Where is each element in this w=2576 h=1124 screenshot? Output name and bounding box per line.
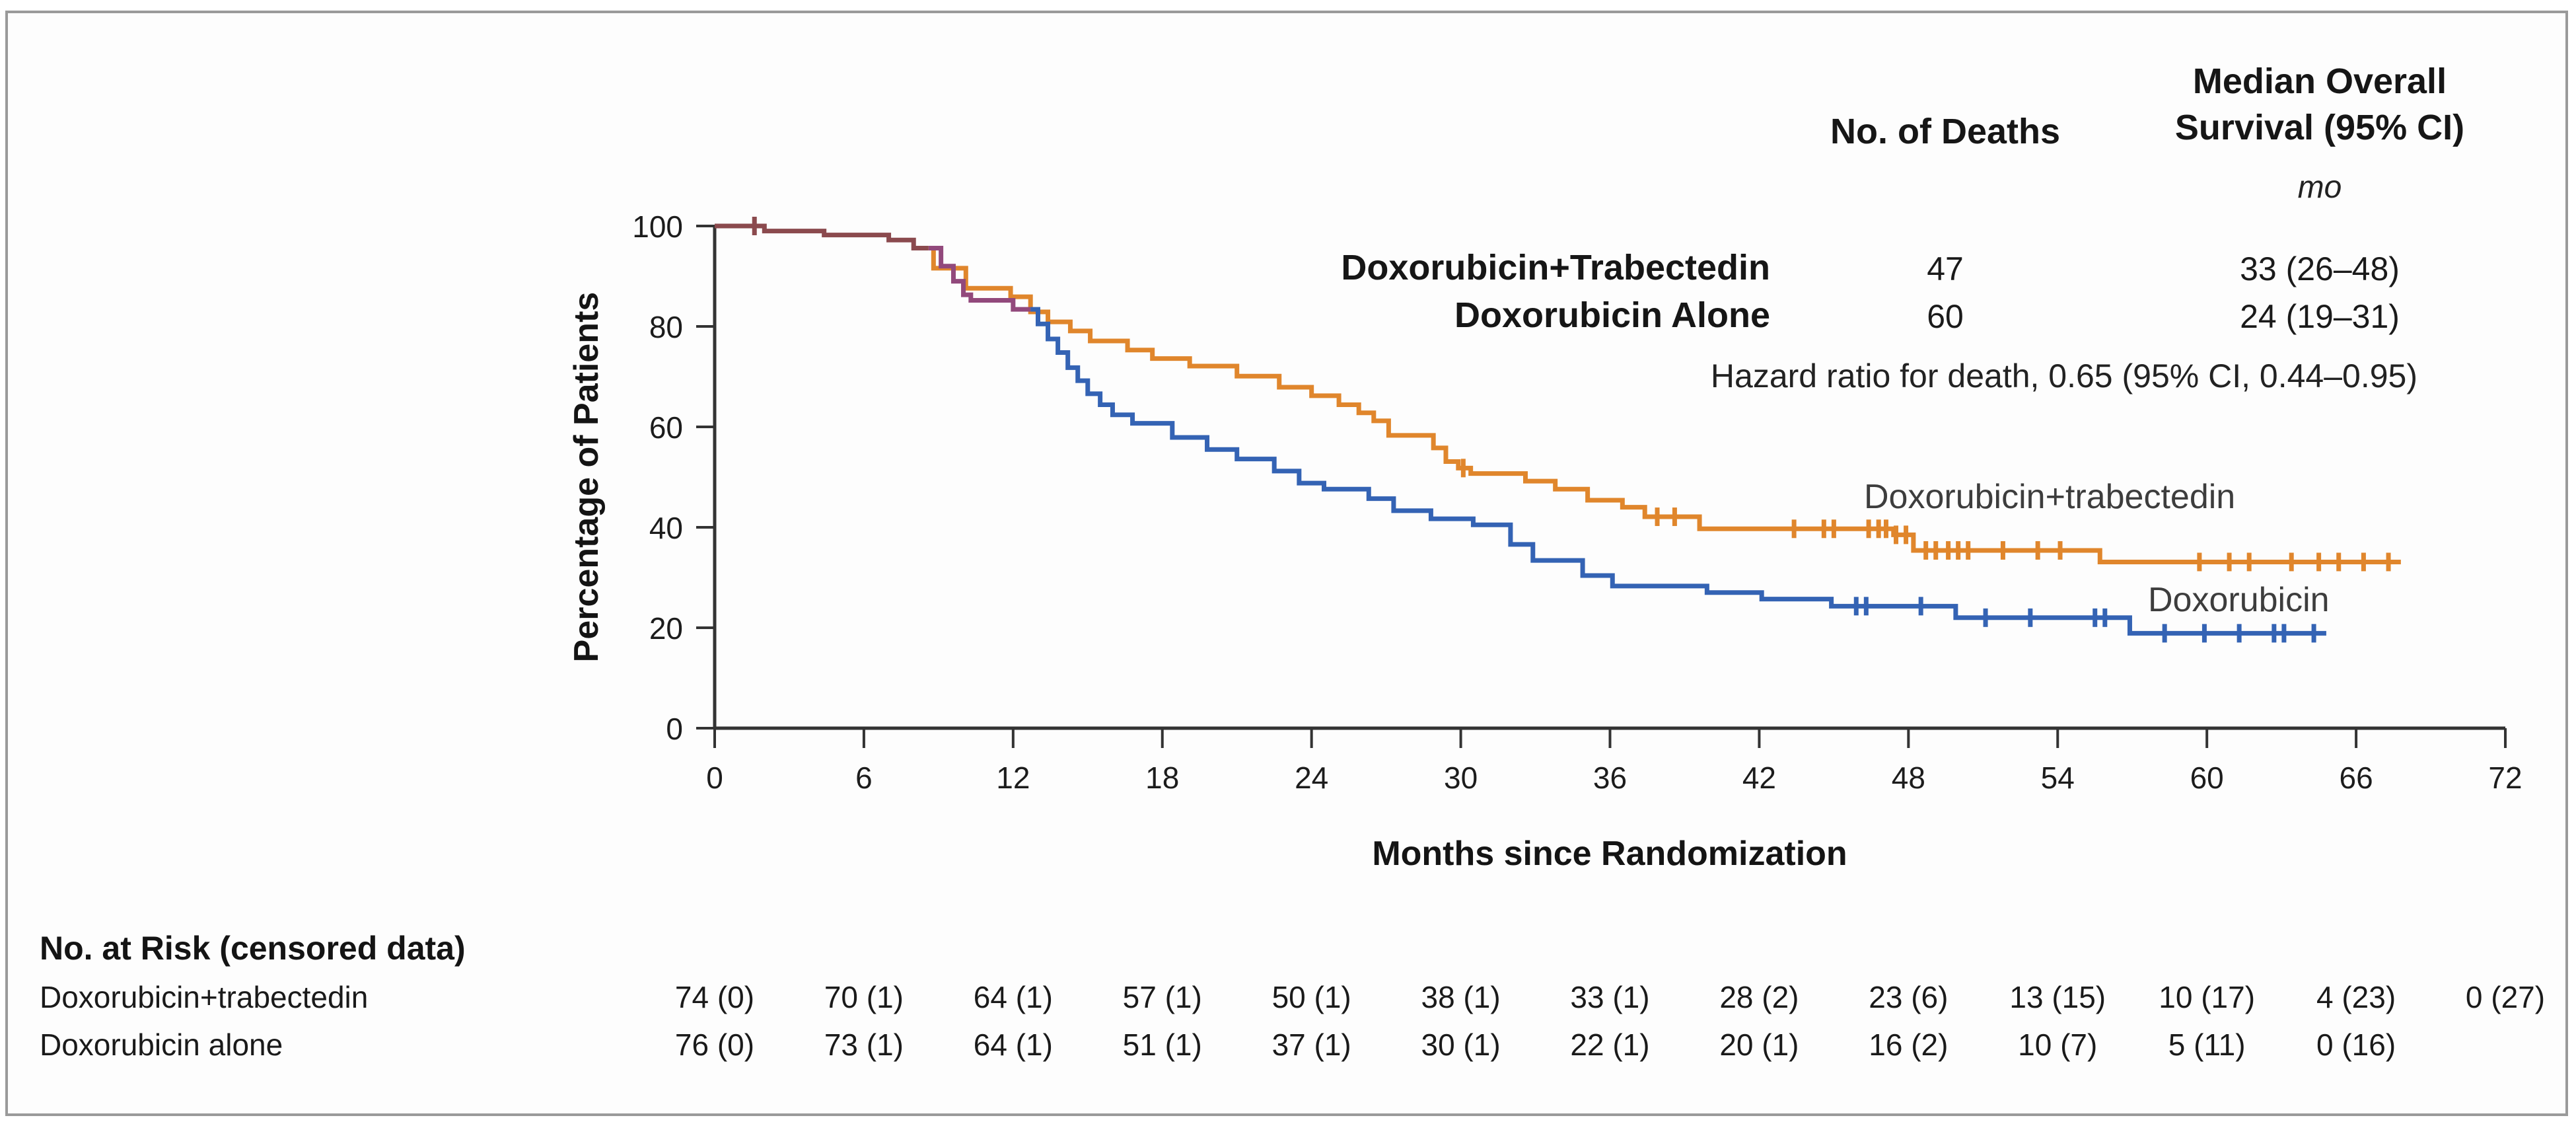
x-tick-label: 24: [1295, 761, 1329, 795]
y-tick-label: 0: [666, 712, 683, 746]
x-tick-label: 12: [996, 761, 1030, 795]
x-tick-label: 60: [2190, 761, 2224, 795]
y-tick-label: 20: [649, 611, 683, 646]
curve-label-doxorubicin: Doxorubicin: [2148, 581, 2330, 619]
legend-row-trabectedin-label: Doxorubicin+Trabectedin: [1341, 248, 1770, 287]
survival-curve: [928, 245, 2401, 564]
survival-curve: [1030, 307, 2326, 636]
curve-label-trabectedin: Doxorubicin+trabectedin: [1864, 478, 2236, 516]
risk-cell: 10 (17): [2159, 980, 2256, 1014]
survival-curve: [715, 223, 929, 250]
x-tick-label: 6: [855, 761, 873, 795]
risk-cell: 50 (1): [1271, 980, 1351, 1014]
risk-cell: 70 (1): [824, 980, 904, 1014]
risk-cell: 51 (1): [1122, 1028, 1202, 1062]
risk-row-trabectedin-label: Doxorubicin+trabectedin: [40, 980, 369, 1014]
y-tick-label: 40: [649, 511, 683, 545]
legend-row-trabectedin-deaths: 47: [1927, 250, 1964, 287]
legend-row-doxorubicin-median: 24 (19–31): [2240, 298, 2400, 335]
hazard-ratio-annotation: Hazard ratio for death, 0.65 (95% CI, 0.…: [1710, 357, 2417, 394]
legend-row-doxorubicin-label: Doxorubicin Alone: [1454, 295, 1770, 335]
y-axis-title: Percentage of Patients: [567, 291, 606, 663]
x-tick-label: 48: [1891, 761, 1925, 795]
risk-cell: 37 (1): [1271, 1028, 1351, 1062]
risk-cell: 33 (1): [1570, 980, 1650, 1014]
median-unit-label: mo: [2297, 170, 2342, 205]
risk-cell: 13 (15): [2009, 980, 2106, 1014]
risk-cell: 73 (1): [824, 1028, 904, 1062]
x-tick-label: 42: [1742, 761, 1776, 795]
x-tick-label: 18: [1145, 761, 1180, 795]
legend-row-doxorubicin-deaths: 60: [1927, 298, 1964, 335]
x-tick-label: 66: [2339, 761, 2373, 795]
risk-cell: 0 (27): [2465, 980, 2546, 1014]
risk-cell: 10 (7): [2018, 1028, 2098, 1062]
risk-cell: 20 (1): [1719, 1028, 1799, 1062]
risk-cell: 64 (1): [973, 980, 1053, 1014]
risk-row-doxorubicin-label: Doxorubicin alone: [40, 1028, 283, 1062]
risk-cell: 28 (2): [1719, 980, 1799, 1014]
y-tick-label: 80: [649, 310, 683, 344]
risk-cell: 74 (0): [674, 980, 755, 1014]
survival-curve: [928, 245, 1031, 312]
x-tick-label: 72: [2488, 761, 2522, 795]
x-tick-label: 30: [1443, 761, 1478, 795]
x-axis-title: Months since Randomization: [1372, 835, 1847, 873]
x-tick-label: 54: [2040, 761, 2075, 795]
risk-cell: 22 (1): [1570, 1028, 1650, 1062]
risk-cell: 64 (1): [973, 1028, 1053, 1062]
x-tick-label: 36: [1592, 761, 1628, 795]
y-tick-label: 60: [649, 410, 683, 445]
y-tick-label: 100: [632, 209, 683, 244]
risk-cell: 0 (16): [2316, 1028, 2396, 1062]
risk-cell: 16 (2): [1869, 1028, 1949, 1062]
deaths-column-header: No. of Deaths: [1830, 112, 2061, 151]
risk-cell: 4 (23): [2316, 980, 2396, 1014]
x-tick-label: 0: [706, 761, 723, 795]
risk-cell: 57 (1): [1122, 980, 1202, 1014]
risk-cell: 38 (1): [1421, 980, 1501, 1014]
risk-table-title: No. at Risk (censored data): [40, 930, 466, 967]
risk-cell: 76 (0): [674, 1028, 755, 1062]
median-column-header-line1: Median Overall: [2192, 61, 2447, 101]
risk-cell: 30 (1): [1421, 1028, 1501, 1062]
median-column-header-line2: Survival (95% CI): [2174, 108, 2465, 147]
risk-cell: 23 (6): [1869, 980, 1949, 1014]
legend-row-trabectedin-median: 33 (26–48): [2240, 250, 2400, 287]
risk-cell: 5 (11): [2168, 1028, 2246, 1062]
